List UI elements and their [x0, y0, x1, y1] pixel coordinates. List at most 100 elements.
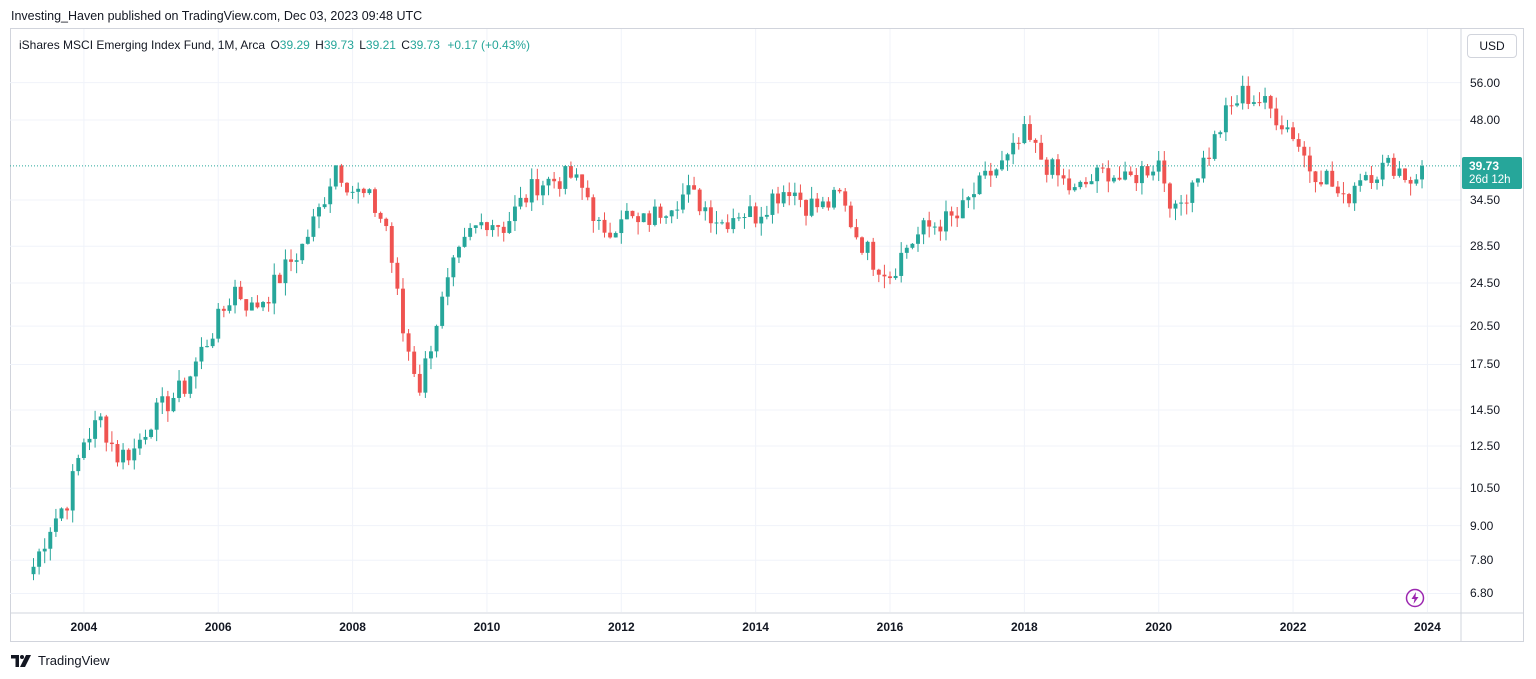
candle-body [893, 275, 898, 279]
candle-body [389, 226, 394, 263]
candle-body [988, 170, 993, 176]
candle-body [1251, 102, 1256, 104]
candle-body [160, 396, 165, 403]
candle-body [944, 211, 948, 232]
candle-body [479, 222, 484, 226]
candle-body [675, 209, 680, 211]
candle-body [563, 166, 568, 189]
candle-body [339, 165, 344, 183]
lightning-icon[interactable] [1405, 588, 1425, 608]
x-tick-label: 2020 [1145, 620, 1173, 634]
candle-body [266, 302, 271, 304]
candle-body [1358, 180, 1363, 186]
candle-body [1083, 181, 1088, 185]
candle-body [333, 165, 338, 187]
y-tick-label: 20.50 [1470, 319, 1501, 334]
candle-body [1167, 183, 1172, 209]
candle-body [249, 302, 254, 311]
y-tick-label: 9.00 [1470, 518, 1494, 533]
candle-body [445, 277, 450, 297]
candle-body [132, 448, 137, 461]
candle-body [524, 197, 529, 203]
candle-body [574, 174, 579, 178]
candle-body [977, 175, 982, 195]
candle-body [1201, 157, 1206, 179]
candle-body [720, 222, 725, 224]
candle-body [552, 178, 557, 182]
candle-body [568, 166, 573, 178]
candle-body [1162, 160, 1167, 184]
candle-body [507, 221, 512, 233]
candle-body [1330, 170, 1335, 187]
candle-body [1128, 171, 1133, 176]
candle-body [613, 233, 618, 238]
candle-body [596, 219, 601, 221]
candle-body [1268, 96, 1273, 109]
candle-body [798, 192, 803, 200]
candle-body [776, 193, 781, 204]
low-value: 39.21 [365, 38, 396, 52]
candle-body [1027, 124, 1032, 140]
candle-body [664, 216, 669, 218]
candle-body [1274, 108, 1279, 126]
candle-body [1123, 171, 1128, 180]
candle-body [205, 346, 210, 348]
candle-body [283, 259, 288, 284]
candle-body [37, 551, 42, 567]
candle-body [535, 179, 540, 196]
candle-body [1212, 134, 1217, 159]
candle-body [171, 397, 176, 412]
candle-body [1235, 103, 1240, 106]
footer-brand: TradingView [38, 653, 110, 668]
candle-body [1403, 168, 1407, 181]
candle-body [1067, 178, 1072, 191]
y-tick-label: 34.50 [1470, 193, 1501, 208]
candle-body [1291, 127, 1296, 140]
candle-body [440, 296, 445, 326]
candle-body [1000, 160, 1004, 170]
candle-body [608, 232, 613, 238]
x-tick-label: 2024 [1414, 620, 1441, 634]
candle-body [1397, 168, 1402, 176]
candle-body [1111, 177, 1116, 182]
candle-body [580, 174, 585, 188]
candle-body [1319, 182, 1324, 185]
candle-body [143, 436, 148, 440]
candle-body [770, 193, 775, 215]
candle-body [423, 358, 428, 393]
candle-body [1005, 154, 1010, 161]
candle-body [137, 439, 142, 449]
candle-body [193, 361, 198, 377]
candle-body [848, 205, 853, 228]
candle-body [916, 234, 920, 244]
tradingview-footer[interactable]: TradingView [11, 653, 110, 668]
candle-body [1139, 166, 1144, 184]
candle-body [832, 189, 836, 208]
candle-body [1106, 168, 1111, 182]
candle-body [65, 508, 70, 511]
candle-body [1296, 139, 1301, 147]
high-label: H [315, 38, 324, 52]
candle-body [1173, 203, 1178, 209]
candle-body [641, 213, 646, 223]
y-tick-label: 56.00 [1470, 75, 1501, 90]
y-tick-label: 17.50 [1470, 357, 1501, 372]
candle-body [1240, 85, 1245, 104]
candle-body [462, 236, 467, 247]
candle-body [456, 246, 461, 258]
candle-body [585, 187, 590, 198]
candle-body [451, 257, 456, 278]
candle-body [104, 416, 109, 443]
candle-body [277, 274, 282, 284]
candle-body [1341, 193, 1346, 195]
x-tick-label: 2010 [473, 620, 501, 634]
candle-body [244, 299, 249, 311]
candle-body [1229, 105, 1234, 107]
candle-body [994, 169, 999, 176]
candle-body [1022, 124, 1027, 144]
candle-body [1324, 170, 1329, 185]
candle-body [708, 207, 713, 224]
candle-body [109, 442, 114, 445]
currency-button[interactable]: USD [1467, 34, 1517, 58]
